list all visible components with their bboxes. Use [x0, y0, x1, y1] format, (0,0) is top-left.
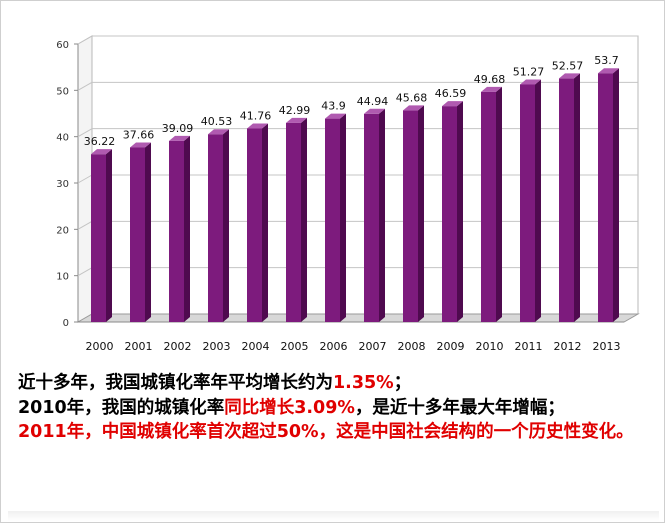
bar-value-label: 51.27: [513, 65, 545, 78]
x-tick-label: 2012: [554, 340, 582, 353]
note-1-text: 近十多年，我国城镇化率年平均增长约为: [18, 373, 333, 393]
bar: [520, 84, 535, 322]
bar-top: [169, 135, 190, 141]
bar-top: [520, 79, 541, 85]
y-tick-label: 30: [56, 179, 69, 190]
x-tick-label: 2000: [86, 340, 114, 353]
urbanization-rate-chart: 0 10 20 30 40 50 60 36.22 2000 37.66 2001 39.09 2002…: [56, 35, 640, 353]
gridline-side: [77, 81, 93, 91]
bar-value-label: 37.66: [123, 129, 155, 142]
gridline-side: [77, 174, 93, 184]
x-tick-label: 2009: [437, 340, 465, 353]
bar-value-label: 46.59: [435, 87, 467, 100]
x-tick-label: 2010: [476, 340, 504, 353]
bar-side: [262, 123, 268, 323]
x-tick-label: 2008: [398, 340, 426, 353]
bar: [325, 118, 340, 322]
bar-value-label: 44.94: [357, 95, 389, 108]
bar-side: [340, 113, 346, 322]
x-tick-label: 2004: [242, 340, 270, 353]
note-1-end: ；: [393, 373, 412, 393]
y-tick-label: 0: [63, 318, 69, 329]
bar: [598, 73, 613, 322]
bar-side: [496, 86, 502, 322]
bar-value-label: 52.57: [552, 59, 584, 72]
bar: [364, 113, 379, 322]
x-tick-label: 2003: [203, 340, 231, 353]
bar-chart-svg: 0 10 20 30 40 50 60 36.22 2000 37.66 2001 39.09 2002…: [56, 35, 640, 353]
notes-text: 近十多年，我国城镇化率年平均增长约为1.35%； 2010年，我国的城镇化率同比…: [18, 371, 658, 445]
note-2-end: ，是近十多年最大年增幅；: [354, 397, 565, 418]
x-tick-label: 2002: [164, 340, 192, 353]
bar-top: [364, 108, 385, 114]
y-tick-label: 40: [56, 133, 69, 144]
bar: [286, 122, 301, 322]
bar-top: [130, 142, 151, 148]
bar-top: [208, 129, 229, 135]
bar-top: [325, 113, 346, 119]
bar-side: [379, 108, 385, 322]
gridline-side: [77, 267, 93, 277]
bar: [481, 91, 496, 322]
bar-value-label: 39.09: [162, 122, 194, 135]
bar-value-label: 43.9: [321, 100, 346, 113]
bar-side: [106, 149, 112, 322]
plot-floor: [76, 313, 640, 323]
bar-top: [481, 86, 502, 92]
note-1-highlight: 1.35%: [333, 373, 394, 393]
note-2-text: 2010年，我国的城镇化率: [18, 397, 225, 418]
bar-top: [598, 68, 619, 74]
bar-side: [145, 142, 151, 322]
bar-value-label: 53.7: [594, 54, 619, 67]
bar: [442, 106, 457, 323]
x-tick-label: 2007: [359, 340, 387, 353]
bar: [559, 78, 574, 323]
bar-side: [613, 68, 619, 322]
bar-side: [535, 79, 541, 322]
x-tick-label: 2005: [281, 340, 309, 353]
bar-top: [403, 105, 424, 111]
bar: [403, 110, 418, 322]
bar-top: [247, 123, 268, 129]
bar-value-label: 41.76: [240, 110, 272, 123]
bar-top: [91, 149, 112, 155]
bar-top: [442, 101, 463, 107]
bar-side: [574, 73, 580, 323]
bar-value-label: 36.22: [84, 135, 116, 148]
bar: [208, 134, 223, 322]
gridline-side: [77, 220, 93, 230]
bar-value-label: 42.99: [279, 104, 311, 117]
bar-side: [184, 135, 190, 322]
x-tick-label: 2006: [320, 340, 348, 353]
y-tick-label: 10: [56, 272, 69, 283]
y-tick-label: 20: [56, 225, 69, 236]
note-line-1: 近十多年，我国城镇化率年平均增长约为1.35%；: [18, 371, 658, 396]
bar: [169, 140, 184, 322]
bar-value-label: 49.68: [474, 73, 506, 86]
bar-top: [559, 73, 580, 79]
gridline-side: [77, 35, 93, 45]
bar-value-label: 40.53: [201, 115, 233, 128]
x-tick-label: 2013: [593, 340, 621, 353]
note-2-highlight: 同比增长3.09%: [224, 397, 355, 418]
note-line-3: 2011年，中国城镇化率首次超过50%，这是中国社会结构的一个历史性变化。: [18, 422, 634, 442]
bar-side: [301, 117, 307, 322]
x-tick-label: 2011: [515, 340, 543, 353]
bar-value-label: 45.68: [396, 91, 428, 104]
bar: [247, 128, 262, 322]
bar-top: [286, 117, 307, 123]
bar-side: [457, 101, 463, 323]
note-line-2: 2010年，我国的城镇化率同比增长3.09%，是近十多年最大年增幅；: [18, 396, 658, 421]
bar: [130, 147, 145, 322]
page-shadow: [8, 511, 659, 521]
bar: [91, 154, 106, 322]
y-tick-label: 50: [56, 86, 69, 97]
bar-side: [223, 129, 229, 322]
bar-side: [418, 105, 424, 322]
gridline-side: [77, 128, 93, 138]
x-tick-label: 2001: [125, 340, 153, 353]
y-tick-label: 60: [56, 40, 69, 51]
